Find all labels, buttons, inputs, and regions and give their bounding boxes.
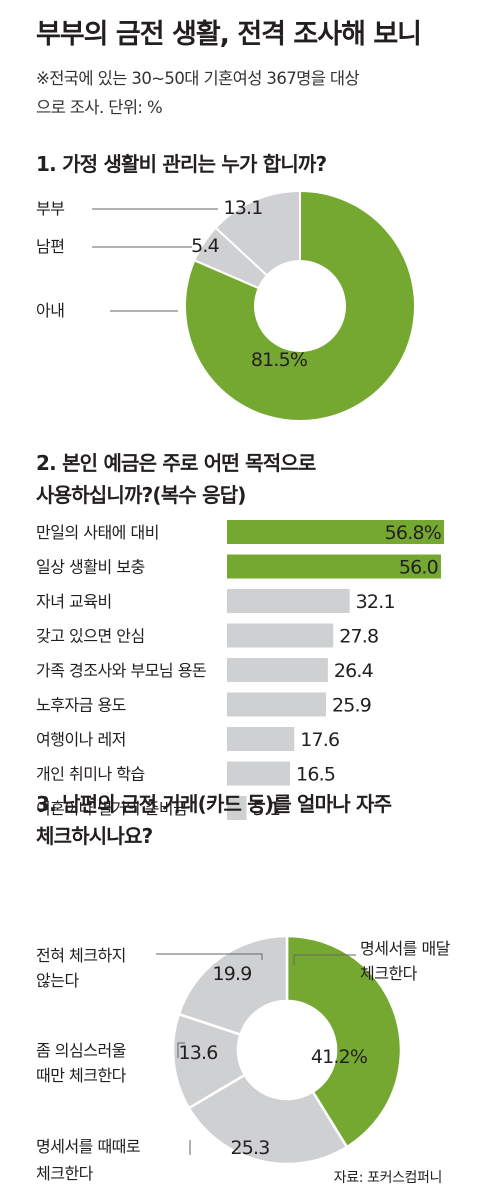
bar-value-label: 25.9 bbox=[332, 695, 371, 717]
slice-value-label: 25.3 bbox=[230, 1137, 269, 1159]
survey-note-line: ※전국에 있는 30~50대 기혼여성 367명을 대상 bbox=[36, 69, 360, 88]
bar-value-label: 17.6 bbox=[300, 729, 339, 751]
bar-value-label: 56.0 bbox=[399, 557, 438, 579]
category-label: 좀 의심스러울 bbox=[36, 1041, 126, 1060]
bar bbox=[227, 796, 247, 820]
bar-category-label: 자녀 교육비 bbox=[36, 592, 112, 611]
bar-value-label: 32.1 bbox=[356, 591, 395, 613]
bar-category-label: 갖고 있으면 안심 bbox=[36, 627, 145, 646]
donut-slice bbox=[184, 189, 416, 422]
bar bbox=[227, 554, 441, 579]
question-2-title: 2. 본인 예금은 주로 어떤 목적으로 사용하십니까?(복수 응답) bbox=[36, 447, 316, 511]
bar-category-label: 개인 취미나 학습 bbox=[36, 765, 145, 784]
bar bbox=[227, 520, 444, 544]
bar bbox=[227, 692, 326, 717]
category-label: 명세서를 매달 bbox=[360, 939, 451, 958]
bar bbox=[227, 589, 350, 613]
category-label: 부부 bbox=[36, 199, 64, 218]
question-1-title: 1. 가정 생활비 관리는 누가 합니까? bbox=[36, 152, 327, 176]
donut-slice bbox=[214, 189, 301, 277]
leader-line bbox=[177, 1042, 185, 1058]
bar-category-label: 노후자금 용도 bbox=[36, 696, 126, 715]
question-1-donut-chart: 81.5% 5.413.1 아내 남편 부부 bbox=[36, 189, 416, 422]
question-2-title-line: 사용하십니까?(복수 응답) bbox=[36, 483, 246, 507]
survey-note-line: 으로 조사. 단위: % bbox=[36, 98, 163, 117]
bar-value-label: 27.8 bbox=[339, 626, 378, 648]
question-2-bar-chart: 만일의 사태에 대비 56.8% 일상 생활비 보충 56.0 자녀 교육비 32.1 갖고… bbox=[36, 520, 444, 820]
bar-category-label: 만일의 사태에 대비 bbox=[36, 523, 159, 542]
bar bbox=[227, 761, 291, 786]
bar bbox=[227, 727, 295, 751]
question-3-title-line: 3. 남편의 금전 거래(카드 등)를 얼마나 자주 bbox=[36, 792, 392, 816]
donut-slice bbox=[187, 1073, 349, 1166]
leader-line bbox=[293, 954, 356, 965]
page-title: 부부의 금전 생활, 전격 조사해 보니 bbox=[36, 19, 422, 50]
slice-value-label: 81.5% bbox=[251, 349, 307, 371]
slice-value-label: 19.9 bbox=[212, 963, 251, 985]
bar-category-label: 이혼이나 별거의 준비금 bbox=[36, 799, 187, 818]
category-label: 때만 체크한다 bbox=[36, 1066, 127, 1085]
slice-value-label: 13.1 bbox=[223, 197, 262, 219]
category-label: 않는다 bbox=[36, 971, 79, 990]
category-label: 남편 bbox=[36, 237, 64, 256]
bar-value-label: 26.4 bbox=[334, 660, 374, 682]
bar-value-label: 16.5 bbox=[296, 764, 335, 786]
question-3-title: 3. 남편의 금전 거래(카드 등)를 얼마나 자주 체크하시나요? bbox=[36, 788, 392, 852]
bar-category-label: 가족 경조사와 부모님 용돈 bbox=[36, 661, 206, 680]
source-note: 자료: 포커스컴퍼니 bbox=[333, 1170, 443, 1186]
category-label: 아내 bbox=[36, 301, 64, 320]
slice-value-label: 5.4 bbox=[191, 235, 220, 257]
category-label: 명세서를 때때로 bbox=[36, 1137, 140, 1156]
category-label: 체크한다 bbox=[36, 1164, 94, 1183]
slice-value-label: 13.6 bbox=[178, 1042, 217, 1064]
survey-note: ※전국에 있는 30~50대 기혼여성 367명을 대상 으로 조사. 단위: … bbox=[36, 64, 466, 122]
category-label: 전혀 체크하지 bbox=[36, 946, 126, 965]
question-2-title-line: 2. 본인 예금은 주로 어떤 목적으로 bbox=[36, 451, 316, 475]
bar bbox=[227, 658, 328, 682]
donut-slice bbox=[177, 934, 289, 1037]
bar-category-label: 일상 생활비 보충 bbox=[36, 558, 145, 577]
question-3-title-line: 체크하시나요? bbox=[36, 824, 153, 848]
leader-line bbox=[156, 953, 263, 960]
bar bbox=[227, 623, 334, 648]
bar-value-label: 56.8% bbox=[385, 522, 441, 544]
slice-value-label: 41.2% bbox=[311, 1046, 367, 1068]
bar-category-label: 여행이나 레저 bbox=[36, 730, 126, 749]
category-label: 체크한다 bbox=[360, 964, 418, 983]
bar-value-label: 5.1 bbox=[252, 798, 280, 820]
